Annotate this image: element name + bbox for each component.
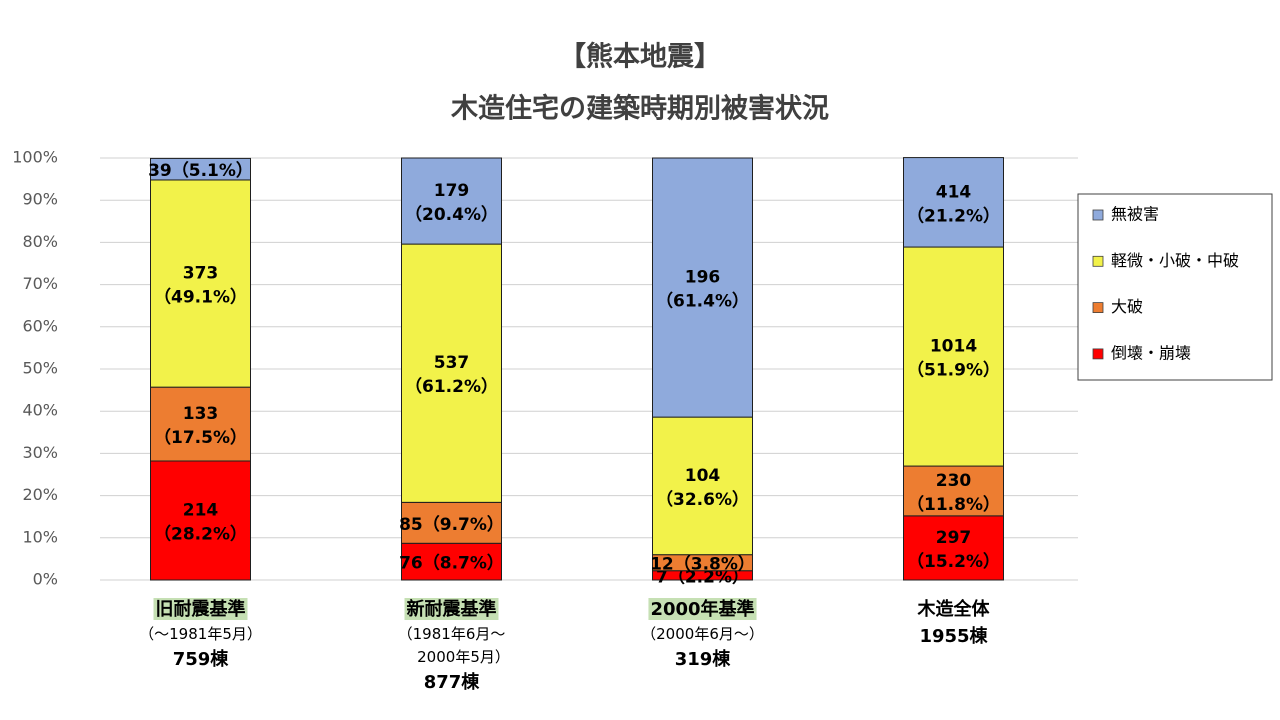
data-label: 12（3.8%）	[650, 554, 755, 575]
bar-segment	[903, 515, 1004, 581]
data-label: 297 （15.2%）	[907, 528, 1000, 572]
y-tick-label: 70%	[22, 274, 58, 293]
y-tick-label: 0%	[33, 570, 58, 589]
y-tick-label: 100%	[12, 148, 58, 167]
legend-label: 無被害	[1111, 205, 1159, 224]
bar-segment	[401, 542, 502, 581]
legend-box	[1077, 193, 1273, 381]
y-tick-label: 90%	[22, 190, 58, 209]
bar-segment	[652, 157, 753, 418]
label-highlight	[153, 598, 248, 620]
data-label: 76（8.7%）	[399, 553, 504, 574]
x-tick-total: 1955棟	[919, 625, 988, 647]
y-tick-label: 50%	[22, 359, 58, 378]
x-tick-label: 旧耐震基準	[156, 598, 246, 620]
bar-segment	[903, 157, 1004, 248]
bar-segment	[150, 386, 251, 462]
x-tick-label: 木造全体	[917, 598, 991, 620]
chart-subtitle: 木造住宅の建築時期別被害状況	[450, 93, 829, 125]
x-tick-sublabel: （1981年6月～ 2000年5月）	[398, 625, 510, 666]
x-tick-label: 新耐震基準	[407, 598, 497, 620]
bar-segment	[401, 243, 502, 503]
x-tick-label: 2000年基準	[650, 598, 754, 620]
bar-segment	[150, 157, 251, 181]
data-label: 196 （61.4%）	[656, 268, 749, 312]
x-tick-total: 759棟	[173, 648, 230, 670]
data-label: 39（5.1%）	[148, 160, 253, 181]
legend-label: 軽微・小破・中破	[1111, 251, 1239, 270]
data-label: 179 （20.4%）	[405, 181, 498, 225]
data-label: 414 （21.2%）	[907, 182, 1000, 226]
data-label: 7（2.2%）	[656, 566, 749, 587]
data-label: 373 （49.1%）	[154, 264, 247, 308]
bar-segment	[903, 246, 1004, 467]
bar-segment	[150, 460, 251, 581]
y-tick-label: 80%	[22, 232, 58, 251]
chart-title: 【熊本地震】	[559, 41, 721, 73]
x-tick-sublabel: （2000年6月～）	[641, 625, 764, 643]
data-label: 537 （61.2%）	[405, 353, 498, 397]
legend-label: 倒壊・崩壊	[1111, 343, 1191, 362]
legend-swatch	[1092, 255, 1104, 267]
y-tick-label: 20%	[22, 485, 58, 504]
legend-swatch	[1092, 209, 1104, 221]
legend-swatch	[1092, 302, 1104, 314]
data-label: 133 （17.5%）	[154, 404, 247, 448]
label-highlight	[404, 598, 499, 620]
data-label: 1014 （51.9%）	[907, 337, 1000, 381]
y-tick-label: 30%	[22, 443, 58, 462]
y-tick-label: 40%	[22, 401, 58, 420]
data-label: 214 （28.2%）	[154, 500, 247, 544]
bar-segment	[150, 179, 251, 388]
label-highlight	[648, 598, 757, 620]
x-tick-sublabel: （～1981年5月）	[139, 625, 262, 643]
bar-segment	[903, 465, 1004, 517]
data-label: 230 （11.8%）	[907, 471, 1000, 515]
x-tick-total: 877棟	[424, 671, 481, 693]
y-tick-label: 10%	[22, 527, 58, 546]
x-tick-total: 319棟	[675, 648, 732, 670]
legend-label: 大破	[1111, 297, 1143, 316]
bar-segment	[401, 157, 502, 245]
data-label: 85（9.7%）	[399, 514, 504, 535]
data-label: 104 （32.6%）	[656, 466, 749, 510]
legend-swatch	[1092, 348, 1104, 360]
y-tick-label: 60%	[22, 316, 58, 335]
